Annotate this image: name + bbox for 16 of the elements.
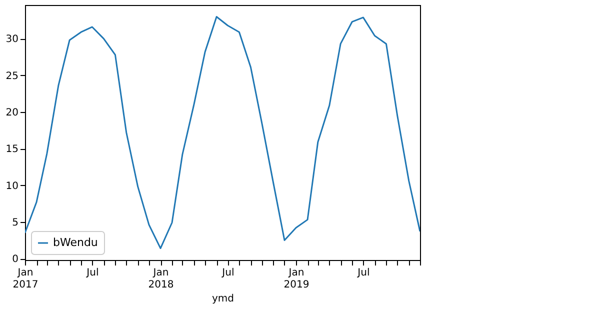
legend-label: bWendu [53, 236, 98, 249]
y-tick-label: 0 [12, 254, 18, 266]
y-tick-label: 5 [12, 217, 18, 228]
y-tick-label: 10 [6, 180, 18, 192]
y-tick-label: 25 [6, 70, 18, 82]
x-tick-label: Jan 2017 [12, 268, 38, 290]
line-series [25, 16, 420, 250]
y-tick-label: 15 [6, 144, 18, 156]
x-tick-label: Jul [356, 268, 370, 278]
y-tick-label: 30 [6, 34, 18, 46]
x-tick-label: Jan 2018 [148, 268, 174, 290]
x-axis-title: ymd [212, 294, 234, 304]
y-tick-label: 20 [6, 107, 18, 118]
x-tick-label: Jul [221, 268, 234, 278]
x-tick-label: Jul [86, 268, 99, 278]
x-tick-label: Jan 2019 [284, 268, 310, 290]
